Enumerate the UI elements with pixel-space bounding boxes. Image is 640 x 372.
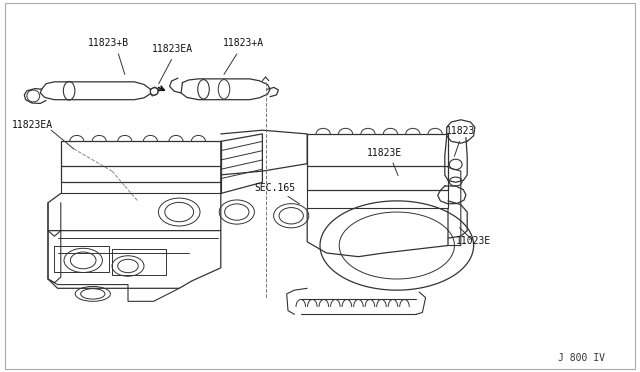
Text: SEC.165: SEC.165 — [255, 183, 296, 193]
Text: 11823+B: 11823+B — [88, 38, 129, 48]
Text: 11823: 11823 — [446, 126, 476, 136]
Text: 11823E: 11823E — [366, 148, 402, 158]
Text: 11823EA: 11823EA — [152, 44, 193, 54]
Text: J 800 IV: J 800 IV — [558, 353, 605, 363]
Text: 11823EA: 11823EA — [12, 120, 52, 130]
Text: 11023E: 11023E — [456, 235, 492, 246]
Text: 11823+A: 11823+A — [223, 38, 264, 48]
